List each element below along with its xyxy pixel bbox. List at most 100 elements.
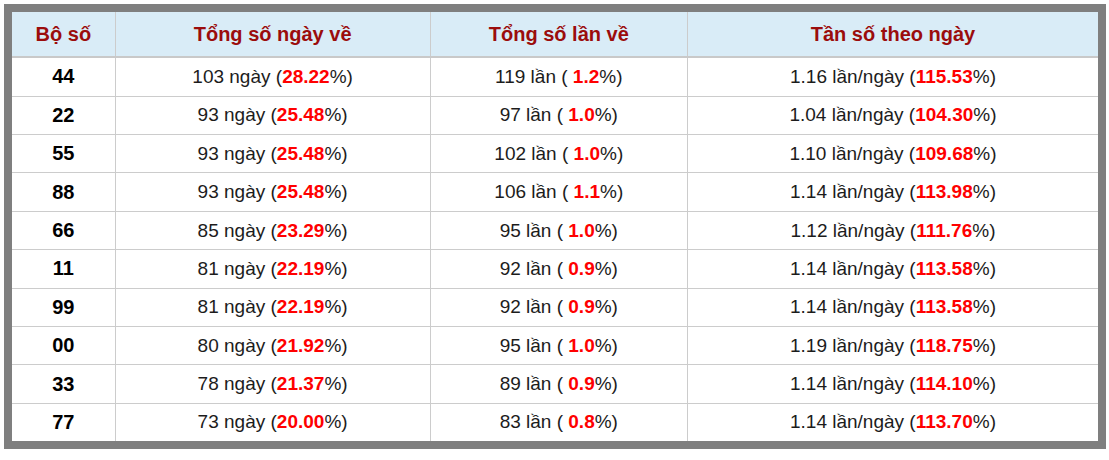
table-row: 66 85 ngày (23.29%) 95 lần ( 1.0%) 1.12 … <box>12 211 1098 249</box>
days-text-close: %) <box>324 181 347 202</box>
days-text-close: %) <box>324 296 347 317</box>
column-header-tan-so: Tần số theo ngày <box>687 12 1098 57</box>
days-percent: 25.48 <box>277 181 325 202</box>
cell-number-pair: 99 <box>12 288 115 326</box>
days-text: 93 ngày ( <box>198 181 277 202</box>
days-text: 81 ngày ( <box>198 296 277 317</box>
cell-total-days: 73 ngày (20.00%) <box>115 403 430 441</box>
freq-text: 1.10 lần/ngày ( <box>789 143 915 164</box>
times-text-close: %) <box>600 143 623 164</box>
table-row: 33 78 ngày (21.37%) 89 lần ( 0.9%) 1.14 … <box>12 365 1098 403</box>
cell-number-pair: 44 <box>12 57 115 96</box>
times-percent: 0.8 <box>568 411 594 432</box>
times-text-close: %) <box>595 335 618 356</box>
days-text-close: %) <box>324 258 347 279</box>
freq-percent: 114.10 <box>916 373 973 394</box>
freq-percent: 113.58 <box>916 258 973 279</box>
times-text: 92 lần ( <box>500 296 569 317</box>
times-text-close: %) <box>600 181 623 202</box>
freq-text-close: %) <box>973 258 996 279</box>
freq-text-close: %) <box>972 220 995 241</box>
cell-total-times: 102 lần ( 1.0%) <box>430 135 687 173</box>
cell-total-times: 92 lần ( 0.9%) <box>430 288 687 326</box>
table-header-row: Bộ số Tổng số ngày về Tổng số lần về Tần… <box>12 12 1098 57</box>
cell-total-times: 97 lần ( 1.0%) <box>430 96 687 134</box>
days-text: 85 ngày ( <box>198 220 277 241</box>
times-percent: 1.0 <box>568 104 594 125</box>
cell-frequency: 1.14 lần/ngày (114.10%) <box>687 365 1098 403</box>
days-text-close: %) <box>324 335 347 356</box>
table-body: 44 103 ngày (28.22%) 119 lần ( 1.2%) 1.1… <box>12 57 1098 441</box>
freq-percent: 109.68 <box>915 143 973 164</box>
times-text: 83 lần ( <box>500 411 569 432</box>
days-percent: 20.00 <box>277 411 325 432</box>
cell-total-days: 103 ngày (28.22%) <box>115 57 430 96</box>
cell-total-times: 119 lần ( 1.2%) <box>430 57 687 96</box>
times-text: 97 lần ( <box>500 104 569 125</box>
freq-percent: 115.53 <box>916 66 973 87</box>
days-text: 81 ngày ( <box>198 258 277 279</box>
days-text-close: %) <box>330 66 353 87</box>
days-text-close: %) <box>324 104 347 125</box>
freq-text: 1.12 lần/ngày ( <box>791 220 917 241</box>
days-percent: 21.92 <box>277 335 325 356</box>
cell-frequency: 1.14 lần/ngày (113.58%) <box>687 288 1098 326</box>
freq-text-close: %) <box>973 296 996 317</box>
cell-frequency: 1.04 lần/ngày (104.30%) <box>687 96 1098 134</box>
times-percent: 1.0 <box>574 143 600 164</box>
cell-total-days: 93 ngày (25.48%) <box>115 173 430 211</box>
times-text-close: %) <box>599 66 622 87</box>
table-row: 55 93 ngày (25.48%) 102 lần ( 1.0%) 1.10… <box>12 135 1098 173</box>
cell-total-days: 93 ngày (25.48%) <box>115 96 430 134</box>
cell-total-days: 81 ngày (22.19%) <box>115 288 430 326</box>
cell-total-times: 106 lần ( 1.1%) <box>430 173 687 211</box>
days-percent: 28.22 <box>282 66 330 87</box>
freq-text: 1.14 lần/ngày ( <box>790 181 916 202</box>
times-percent: 1.1 <box>574 181 600 202</box>
table-row: 99 81 ngày (22.19%) 92 lần ( 0.9%) 1.14 … <box>12 288 1098 326</box>
times-text-close: %) <box>595 296 618 317</box>
times-text: 89 lần ( <box>500 373 569 394</box>
table-row: 88 93 ngày (25.48%) 106 lần ( 1.1%) 1.14… <box>12 173 1098 211</box>
freq-text: 1.14 lần/ngày ( <box>790 373 916 394</box>
freq-text: 1.19 lần/ngày ( <box>790 335 916 356</box>
times-text: 119 lần ( <box>495 66 573 87</box>
table-row: 22 93 ngày (25.48%) 97 lần ( 1.0%) 1.04 … <box>12 96 1098 134</box>
cell-number-pair: 33 <box>12 365 115 403</box>
days-text: 78 ngày ( <box>198 373 277 394</box>
days-percent: 23.29 <box>277 220 325 241</box>
days-percent: 22.19 <box>277 296 325 317</box>
lottery-stats-table: Bộ số Tổng số ngày về Tổng số lần về Tần… <box>12 12 1098 441</box>
freq-text: 1.04 lần/ngày ( <box>789 104 915 125</box>
days-text-close: %) <box>324 373 347 394</box>
cell-total-days: 85 ngày (23.29%) <box>115 211 430 249</box>
freq-percent: 104.30 <box>915 104 973 125</box>
times-text-close: %) <box>595 411 618 432</box>
cell-number-pair: 88 <box>12 173 115 211</box>
cell-frequency: 1.10 lần/ngày (109.68%) <box>687 135 1098 173</box>
freq-text-close: %) <box>973 373 996 394</box>
table-row: 00 80 ngày (21.92%) 95 lần ( 1.0%) 1.19 … <box>12 327 1098 365</box>
freq-text-close: %) <box>973 104 996 125</box>
freq-percent: 113.70 <box>916 411 973 432</box>
cell-frequency: 1.19 lần/ngày (118.75%) <box>687 327 1098 365</box>
cell-total-days: 80 ngày (21.92%) <box>115 327 430 365</box>
column-header-tong-ngay-ve: Tổng số ngày về <box>115 12 430 57</box>
freq-percent: 118.75 <box>916 335 973 356</box>
times-text-close: %) <box>595 258 618 279</box>
stats-table-frame: Bộ số Tổng số ngày về Tổng số lần về Tần… <box>4 4 1106 449</box>
table-row: 11 81 ngày (22.19%) 92 lần ( 0.9%) 1.14 … <box>12 250 1098 288</box>
cell-number-pair: 66 <box>12 211 115 249</box>
cell-total-days: 81 ngày (22.19%) <box>115 250 430 288</box>
days-text-close: %) <box>324 220 347 241</box>
times-percent: 1.0 <box>568 335 594 356</box>
days-text-close: %) <box>324 411 347 432</box>
freq-text-close: %) <box>973 411 996 432</box>
days-text: 103 ngày ( <box>192 66 282 87</box>
freq-text-close: %) <box>973 143 996 164</box>
days-text: 93 ngày ( <box>198 104 277 125</box>
freq-percent: 111.76 <box>916 220 972 241</box>
times-text: 92 lần ( <box>500 258 569 279</box>
days-text-close: %) <box>324 143 347 164</box>
freq-text: 1.14 lần/ngày ( <box>790 258 916 279</box>
